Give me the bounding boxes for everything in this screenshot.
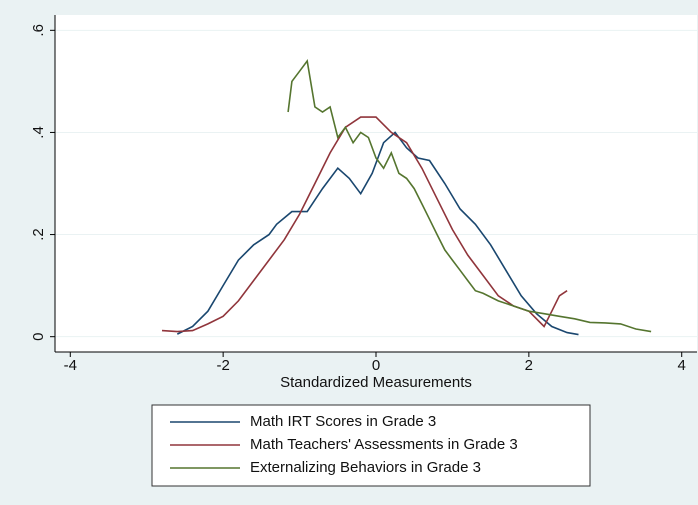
y-tick-label: 0 — [30, 333, 47, 341]
x-tick-label: 0 — [372, 357, 380, 374]
y-tick-label: .2 — [30, 228, 47, 241]
legend-label: Externalizing Behaviors in Grade 3 — [250, 459, 481, 476]
density-line — [287, 59, 652, 333]
x-tick-label: 2 — [525, 357, 533, 374]
x-tick-label: -4 — [64, 357, 77, 374]
density-line — [176, 131, 579, 336]
y-tick-label: .6 — [30, 24, 47, 37]
legend-label: Math IRT Scores in Grade 3 — [250, 413, 436, 430]
x-tick-label: 4 — [678, 357, 686, 374]
plot-area — [55, 15, 697, 352]
legend-label: Math Teachers' Assessments in Grade 3 — [250, 436, 518, 453]
y-tick-label: .4 — [30, 126, 47, 139]
x-axis-label: Standardized Measurements — [280, 374, 472, 391]
x-tick-label: -2 — [216, 357, 229, 374]
